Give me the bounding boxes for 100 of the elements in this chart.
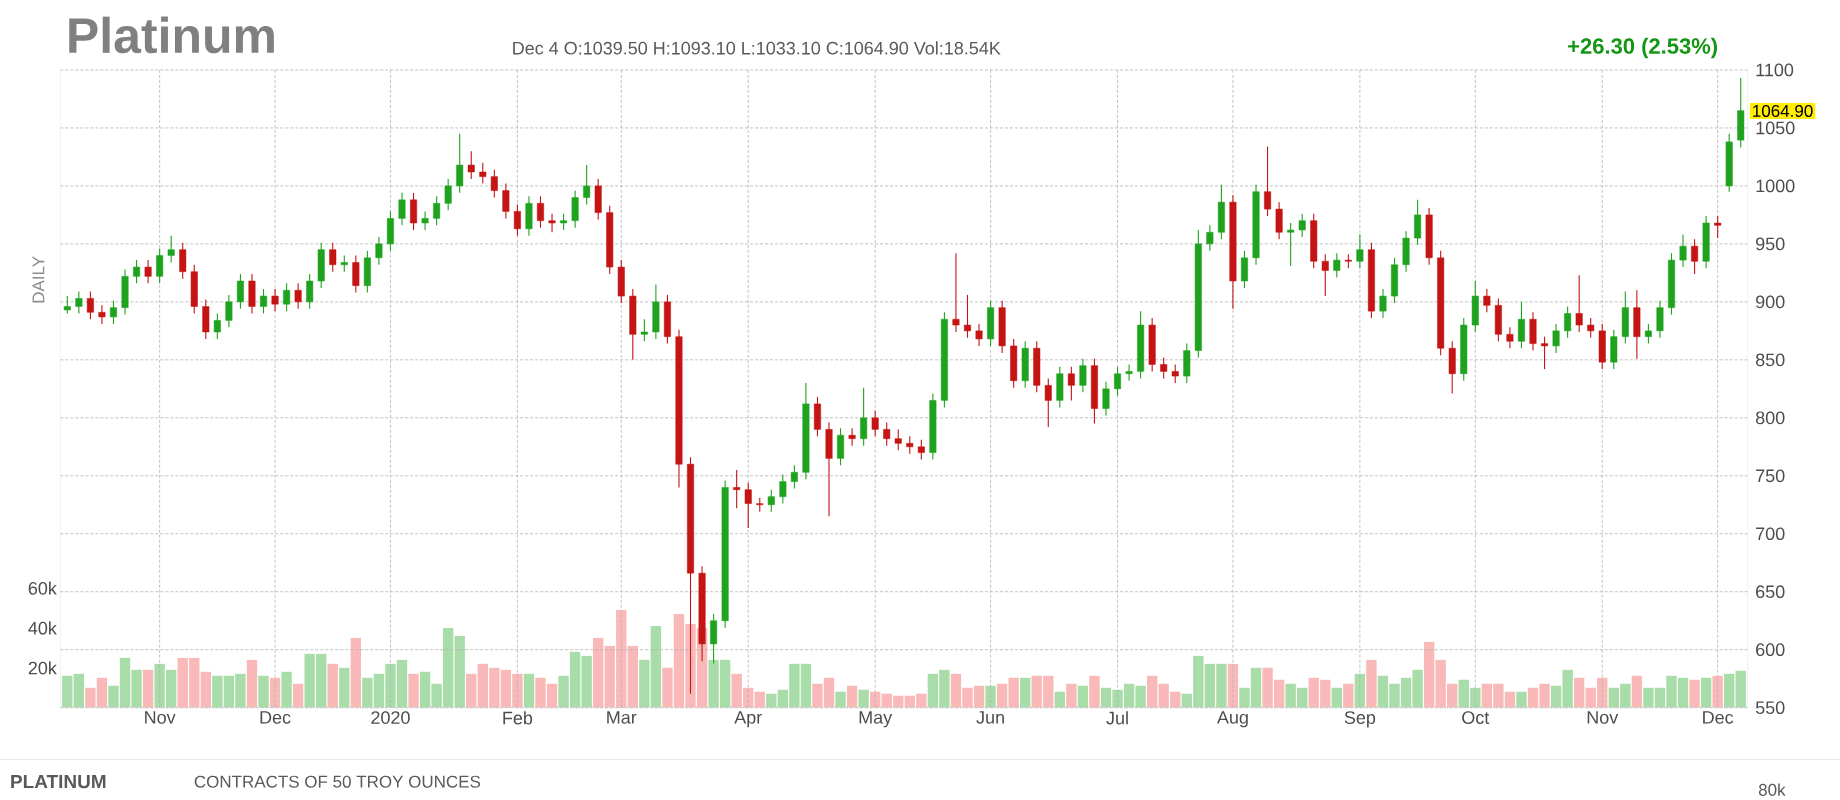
candlestick — [167, 235, 175, 264]
candlestick — [537, 195, 544, 229]
bar — [1516, 691, 1527, 708]
chart-title: Platinum — [69, 16, 274, 54]
bar — [523, 673, 535, 708]
bar — [1020, 677, 1031, 708]
bar — [1366, 660, 1377, 708]
x-tick-label: Nov — [1587, 711, 1619, 724]
candlestick — [1275, 201, 1283, 240]
text: 80k — [1758, 783, 1786, 797]
x-tick-label: Oct — [1462, 711, 1490, 725]
candlestick — [894, 429, 902, 451]
candlestick — [421, 211, 429, 231]
y-tick-label: 900 — [1756, 295, 1785, 309]
bar — [858, 689, 869, 708]
candlestick — [456, 133, 464, 194]
bar — [350, 638, 362, 708]
candlestick — [1102, 381, 1110, 417]
x-tick-label: Jun — [976, 711, 1004, 724]
bar — [835, 691, 846, 708]
candlestick — [398, 192, 406, 227]
candlestick — [479, 162, 487, 185]
x-tick-label: Nov — [145, 711, 176, 724]
candlestick — [1067, 366, 1075, 402]
candlestick — [294, 282, 302, 310]
candlestick — [964, 294, 971, 339]
candlestick — [1587, 317, 1595, 339]
bar — [466, 673, 477, 708]
chart-subtitle: Dec 4 O:1039.50 H:1093.10 L:1033.10 C:1064.90 Vol:18.54K — [513, 41, 1001, 55]
x-tick-label: Jul — [1106, 711, 1128, 725]
candlestick — [352, 255, 360, 294]
candlestick — [1114, 366, 1122, 397]
candlestick — [1541, 336, 1549, 370]
y-tick-label: 850 — [1755, 353, 1785, 367]
y2-tick-label: 60k — [28, 581, 57, 595]
candlestick — [848, 427, 856, 447]
candlestick — [1356, 234, 1364, 269]
bar — [246, 660, 258, 708]
candlestick — [236, 273, 244, 310]
y-tick-label: 1000 — [1756, 179, 1795, 193]
bar — [766, 693, 777, 708]
candlestick — [1079, 358, 1087, 394]
candlestick — [975, 323, 983, 347]
candlestick — [213, 313, 221, 340]
candlestick — [571, 190, 579, 229]
candlestick — [109, 300, 117, 325]
x-tick-label: Dec — [260, 711, 291, 724]
candlestick — [1287, 222, 1295, 267]
y-tick-label: 750 — [1756, 469, 1785, 483]
text: DAILY — [32, 256, 45, 303]
candlestick — [502, 183, 510, 220]
candlestick — [1714, 215, 1722, 239]
candlestick — [883, 422, 891, 447]
bar — [1066, 683, 1077, 708]
candlestick — [513, 204, 521, 237]
candlestick — [1379, 288, 1387, 319]
candlestick — [1160, 357, 1168, 380]
candlestick — [1206, 224, 1214, 252]
candlestick — [433, 195, 441, 227]
candlestick — [375, 236, 383, 266]
candlestick — [1679, 234, 1687, 268]
candlestick — [1517, 301, 1525, 349]
bar — [339, 667, 350, 708]
y-tick-label: 950 — [1756, 237, 1785, 251]
candlestick — [179, 242, 187, 280]
candlestick — [490, 169, 498, 199]
candlestick — [1241, 250, 1248, 289]
x-tick-label: 2020 — [371, 711, 410, 725]
y-tick-label: 700 — [1756, 527, 1785, 541]
candlestick — [640, 318, 648, 342]
candlestick — [583, 164, 591, 206]
bar — [985, 685, 996, 708]
candlestick — [1171, 364, 1179, 384]
bar — [327, 664, 338, 708]
bar — [1712, 675, 1723, 708]
bar — [627, 646, 639, 708]
bar — [1689, 679, 1700, 708]
y2-tick-label: 20k — [28, 661, 57, 675]
candlestick — [1575, 274, 1583, 333]
bar — [1724, 673, 1735, 708]
candlestick — [1298, 213, 1306, 238]
bar — [1054, 691, 1066, 708]
candlestick — [952, 252, 960, 333]
y-tick-label: 650 — [1756, 585, 1785, 599]
x-tick-label: Apr — [734, 711, 762, 728]
candlestick — [467, 150, 475, 180]
candlestick — [860, 387, 868, 447]
candlestick — [790, 464, 798, 490]
candlestick — [837, 427, 845, 467]
candlestick — [86, 291, 94, 320]
bar — [1343, 683, 1354, 708]
y-tick-label: 550 — [1755, 701, 1785, 715]
bar — [454, 636, 465, 708]
y-tick-label: 1050 — [1756, 121, 1795, 135]
y-tick-label: 1100 — [1756, 63, 1794, 77]
text: CONTRACTS OF 50 TROY OUNCES — [194, 775, 481, 788]
candlestick — [1333, 252, 1341, 279]
text: PLATINUM — [11, 775, 106, 789]
candlestick — [283, 282, 291, 312]
bar — [1735, 670, 1746, 708]
